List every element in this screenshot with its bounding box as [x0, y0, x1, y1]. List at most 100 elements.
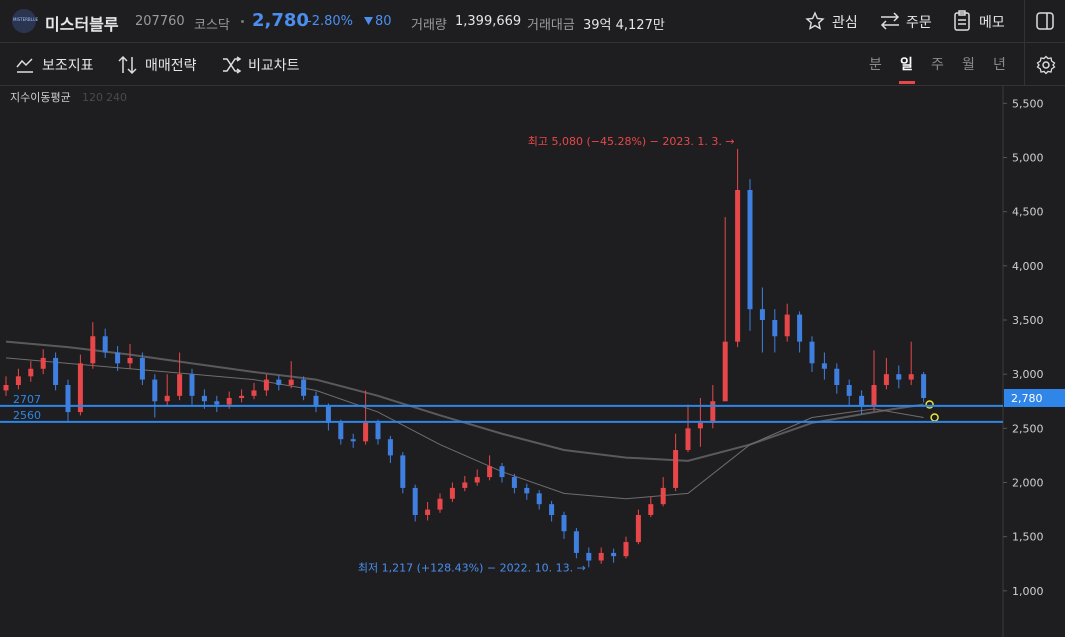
candle-body: [115, 352, 121, 364]
candle-body: [313, 395, 319, 407]
ma-end-marker: [930, 413, 939, 422]
amount-label: 거래대금: [527, 18, 575, 33]
candle-body: [77, 363, 83, 413]
price: 2,780: [252, 10, 309, 31]
amount: 39억 4,127만: [583, 18, 665, 33]
action-memo[interactable]: 메모: [979, 15, 1005, 31]
y-tick-label: 3,500: [1012, 314, 1044, 327]
action-watch[interactable]: 관심: [832, 15, 858, 31]
divider: [1024, 0, 1025, 42]
indicator-icon[interactable]: [15, 56, 35, 74]
candle-body: [139, 357, 145, 380]
period-tab[interactable]: 주: [931, 57, 944, 73]
tool[interactable]: 보조지표: [42, 58, 94, 74]
candle-body: [152, 379, 158, 402]
indicator-param: 240: [106, 91, 127, 104]
indicator-label: 지수이동평균: [10, 91, 71, 104]
candle-body: [797, 314, 803, 342]
candle-body: [363, 422, 369, 442]
y-tick-label: 4,000: [1012, 260, 1044, 273]
tool[interactable]: 매매전략: [145, 58, 197, 74]
candle-body: [53, 357, 59, 385]
chart: 지수이동평균 120 240 1,000 1,500 2,000 2,500 3,000…: [0, 86, 1065, 637]
logo: MISTERBLUE: [12, 9, 39, 33]
moving-average: [5, 340, 924, 462]
candle-body: [15, 376, 21, 385]
candle-body: [673, 450, 679, 488]
candle-body: [127, 357, 133, 364]
candle-body: [449, 487, 455, 499]
dot: [241, 20, 244, 23]
candle-body: [834, 368, 840, 385]
candle-body: [561, 515, 567, 532]
compare-icon[interactable]: [221, 56, 243, 74]
y-tick-label: 5,500: [1012, 97, 1044, 110]
candle-body: [400, 455, 406, 488]
market: 코스닥: [194, 18, 230, 33]
candle-body: [697, 422, 703, 429]
candle-body: [635, 515, 641, 543]
candle-body: [437, 498, 443, 510]
y-tick-label: 2,500: [1012, 422, 1044, 435]
candle-body: [102, 336, 108, 353]
candle-body: [325, 406, 331, 423]
settings-icon[interactable]: [1036, 55, 1056, 75]
candle-body: [3, 385, 9, 391]
action-order[interactable]: 주문: [906, 15, 932, 31]
candle-body: [896, 374, 902, 380]
candle-body: [759, 309, 765, 320]
candle-body: [338, 422, 344, 440]
order-icon[interactable]: [879, 11, 901, 31]
candle-body: [908, 374, 914, 380]
candle-body: [809, 341, 815, 364]
candle-body: [412, 487, 418, 515]
candle-body: [474, 477, 480, 483]
candle-body: [883, 374, 889, 385]
candle-body: [921, 374, 927, 398]
candle-body: [685, 428, 691, 450]
candle-body: [226, 398, 232, 405]
candle-body: [598, 552, 604, 561]
change: 80: [375, 14, 392, 29]
change-pct: -2.80%: [307, 14, 353, 29]
candle-body: [735, 190, 741, 342]
tool[interactable]: 비교차트: [248, 58, 300, 74]
candle-body: [263, 379, 269, 391]
y-tick-label: 5,000: [1012, 152, 1044, 165]
active-underline: [899, 81, 915, 84]
logo-text: MISTERBLUE: [13, 17, 39, 22]
volume: 1,399,669: [455, 14, 522, 29]
candle-body: [425, 509, 431, 515]
candle-body: [350, 439, 356, 442]
memo-icon[interactable]: [953, 10, 971, 32]
level-label: 2560: [13, 409, 41, 422]
candle-body: [288, 379, 294, 385]
price-tag-label: 2,780: [1011, 392, 1043, 405]
candle-body: [772, 320, 778, 337]
candle-body: [65, 385, 71, 413]
candle-body: [276, 379, 282, 385]
candle-body: [214, 401, 220, 405]
indicator-param: 120: [82, 91, 103, 104]
divider: [1024, 43, 1025, 85]
candle-body: [375, 422, 381, 440]
panel-icon[interactable]: [1036, 12, 1054, 30]
candle-body: [28, 368, 34, 377]
period-tab[interactable]: 년: [993, 57, 1006, 73]
strategy-icon[interactable]: [118, 55, 140, 75]
ma-end-marker: [925, 400, 934, 409]
y-tick-label: 1,000: [1012, 585, 1044, 598]
period-tab[interactable]: 일: [900, 57, 913, 73]
period-tab[interactable]: 월: [962, 57, 975, 73]
down-arrow: [364, 17, 373, 25]
price-tag: [1004, 389, 1065, 407]
y-tick-label: 1,500: [1012, 531, 1044, 544]
star-icon[interactable]: [805, 11, 825, 31]
candle-body: [573, 531, 579, 553]
y-tick-label: 4,500: [1012, 206, 1044, 219]
candle-body: [164, 395, 170, 402]
extreme-note: 최고 5,080 (−45.28%) − 2023. 1. 3. →: [528, 135, 735, 148]
header: MISTERBLUE 미스터블루 207760 코스닥 2,780 -2.80%…: [0, 0, 1065, 43]
candle-body: [821, 363, 827, 369]
period-tab[interactable]: 분: [869, 57, 882, 73]
